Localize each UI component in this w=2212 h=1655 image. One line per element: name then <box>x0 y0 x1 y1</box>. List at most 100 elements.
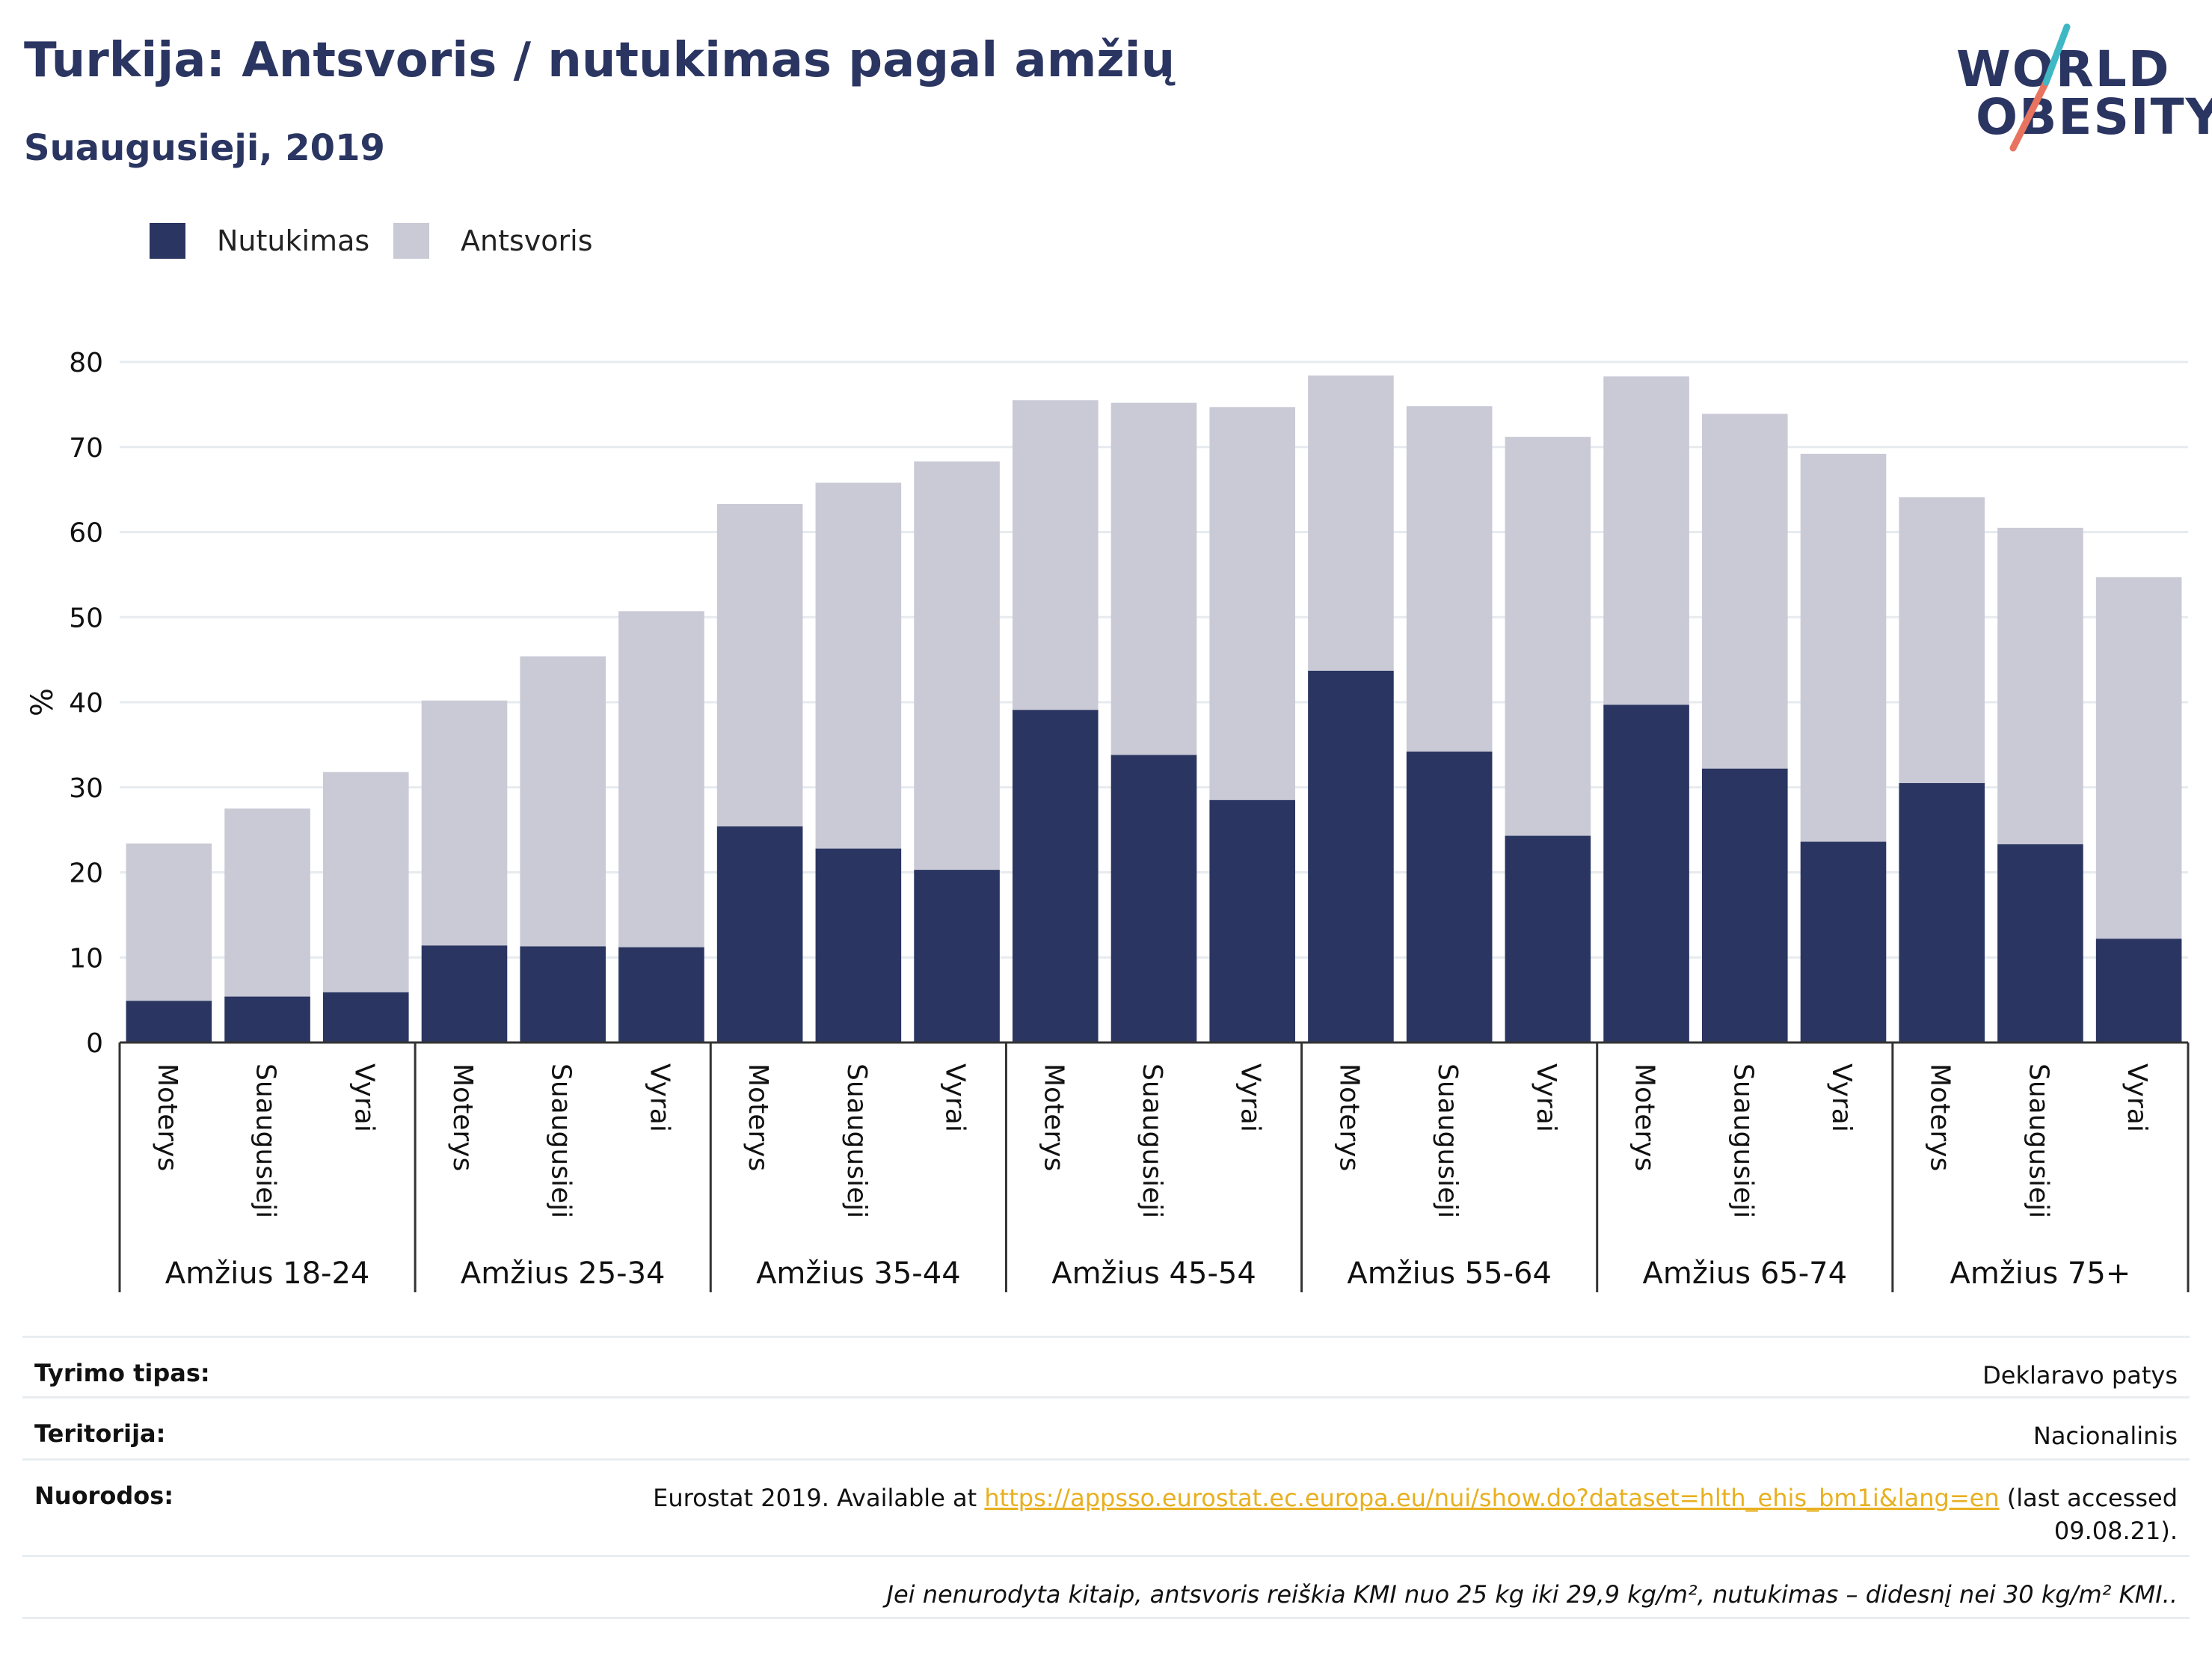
chart-title: Turkija: Antsvoris / nutukimas pagal amž… <box>24 33 1176 88</box>
references-value: Eurostat 2019. Available at https://apps… <box>653 1481 2178 1547</box>
y-axis-label: % <box>25 688 60 716</box>
logo-slash-icon <box>2009 23 2071 152</box>
bar-obesity <box>716 826 803 1043</box>
bar-obesity <box>815 848 902 1043</box>
bar-obesity <box>520 946 606 1043</box>
bar-overweight <box>1110 402 1197 755</box>
info-row-territory: Teritorija: Nacionalinis <box>22 1396 2190 1458</box>
x-group-label: Amžius 75+ <box>1950 1256 2131 1291</box>
bar-obesity <box>1603 704 1689 1043</box>
bar-overweight <box>2095 577 2182 939</box>
info-row-footnote: Jei nenurodyta kitaip, antsvoris reiškia… <box>22 1555 2190 1619</box>
x-subcategory-label: Moterys <box>1629 1063 1660 1171</box>
bar-obesity <box>1406 751 1493 1043</box>
bar-obesity <box>1012 710 1099 1043</box>
bar-overweight <box>1308 375 1394 671</box>
x-group-label: Amžius 18-24 <box>165 1256 370 1291</box>
x-subcategory-label: Suaugusieji <box>1432 1063 1463 1218</box>
bar-obesity <box>1308 670 1394 1043</box>
survey-type-value: Deklaravo patys <box>1982 1361 2178 1390</box>
x-group-label: Amžius 25-34 <box>461 1256 666 1291</box>
bar-obesity <box>1899 783 1985 1043</box>
territory-value: Nacionalinis <box>2033 1422 2178 1450</box>
bar-overweight <box>1997 527 2083 844</box>
x-group-label: Amžius 55-64 <box>1347 1256 1552 1291</box>
bar-obesity <box>1110 755 1197 1043</box>
y-tick-label: 0 <box>86 1028 103 1059</box>
bar-overweight <box>322 772 409 992</box>
info-row-references: Nuorodos: Eurostat 2019. Available at ht… <box>22 1458 2190 1555</box>
x-subcategory-label: Vyrai <box>644 1063 675 1132</box>
x-subcategory-label: Moterys <box>743 1063 773 1171</box>
bar-overweight <box>914 461 1000 871</box>
y-tick-label: 20 <box>69 859 103 889</box>
x-subcategory-label: Vyrai <box>2122 1063 2152 1132</box>
y-tick-label: 50 <box>69 603 103 633</box>
bar-overweight <box>224 808 310 997</box>
bar-overweight <box>1899 497 1985 784</box>
logo-line-1: WORLD <box>1956 40 2171 98</box>
survey-type-label: Tyrimo tipas: <box>34 1359 210 1387</box>
legend-swatch-obesity <box>150 223 185 259</box>
x-subcategory-label: Moterys <box>1333 1063 1364 1171</box>
x-subcategory-label: Vyrai <box>1531 1063 1561 1132</box>
x-subcategory-label: Suaugusieji <box>546 1063 577 1218</box>
eurostat-link[interactable]: https://appsso.eurostat.ec.europa.eu/nui… <box>984 1484 2000 1512</box>
bar-overweight <box>1012 400 1099 710</box>
x-subcategory-label: Vyrai <box>1826 1063 1857 1132</box>
x-subcategory-label: Vyrai <box>348 1063 379 1132</box>
bar-obesity <box>421 945 508 1043</box>
references-date: 09.08.21). <box>2053 1517 2178 1545</box>
stacked-bar-chart: 0 10 20 30 40 50 60 70 80% Moterys Suaugusieji Vyra… <box>25 348 2190 1292</box>
territory-label: Teritorija: <box>34 1419 166 1448</box>
bar-obesity <box>1505 835 1591 1043</box>
bar-obesity <box>2095 939 2182 1043</box>
bar-overweight <box>716 503 803 827</box>
x-subcategory-label: Suaugusieji <box>251 1063 281 1218</box>
info-table: Tyrimo tipas: Deklaravo patys Teritorija… <box>22 1336 2190 1619</box>
bar-overweight <box>815 482 902 849</box>
x-group-label: Amžius 35-44 <box>756 1256 961 1291</box>
footnote-text: Jei nenurodyta kitaip, antsvoris reiškia… <box>886 1580 2178 1609</box>
bar-overweight <box>1209 407 1296 800</box>
y-tick-label: 10 <box>69 943 103 974</box>
legend-label-obesity: Nutukimas <box>217 224 370 257</box>
bar-obesity <box>914 870 1000 1043</box>
references-label: Nuorodos: <box>34 1481 174 1510</box>
bar-obesity <box>322 992 409 1043</box>
bar-overweight <box>618 611 704 948</box>
x-group-label: Amžius 65-74 <box>1642 1256 1847 1291</box>
bar-obesity <box>1800 841 1887 1043</box>
bar-overweight <box>1800 453 1887 842</box>
bar-obesity <box>1701 768 1788 1043</box>
bar-overweight <box>1603 376 1689 705</box>
bar-overweight <box>1406 406 1493 752</box>
legend-label-overweight: Antsvoris <box>461 224 593 257</box>
x-subcategory-label: Suaugusieji <box>841 1063 872 1218</box>
y-tick-label: 70 <box>69 433 103 464</box>
bar-obesity <box>126 1001 212 1043</box>
x-subcategory-label: Suaugusieji <box>2023 1063 2053 1218</box>
x-subcategory-label: Vyrai <box>1235 1063 1266 1132</box>
logo-line-2: OBESITY <box>1976 88 2212 146</box>
x-subcategory-label: Moterys <box>152 1063 182 1171</box>
x-subcategory-label: Moterys <box>1925 1063 1956 1171</box>
bar-overweight <box>421 700 508 946</box>
x-subcategory-label: Suaugusieji <box>1137 1063 1167 1218</box>
bar-overweight <box>520 656 606 947</box>
bar-obesity <box>1209 799 1296 1043</box>
references-prefix: Eurostat 2019. Available at <box>653 1484 985 1512</box>
references-suffix: (last accessed <box>1999 1484 2178 1512</box>
y-tick-label: 80 <box>69 348 103 378</box>
legend-swatch-overweight <box>393 223 429 259</box>
y-tick-label: 40 <box>69 688 103 719</box>
bar-obesity <box>618 947 704 1043</box>
bar-overweight <box>126 843 212 1001</box>
x-subcategory-label: Vyrai <box>940 1063 971 1132</box>
x-subcategory-label: Suaugusieji <box>1727 1063 1758 1218</box>
world-obesity-logo: WORLD OBESITY <box>1944 22 2212 157</box>
bar-overweight <box>1505 437 1591 836</box>
y-tick-label: 30 <box>69 773 103 804</box>
bar-obesity <box>224 996 310 1043</box>
bar-obesity <box>1997 844 2083 1043</box>
